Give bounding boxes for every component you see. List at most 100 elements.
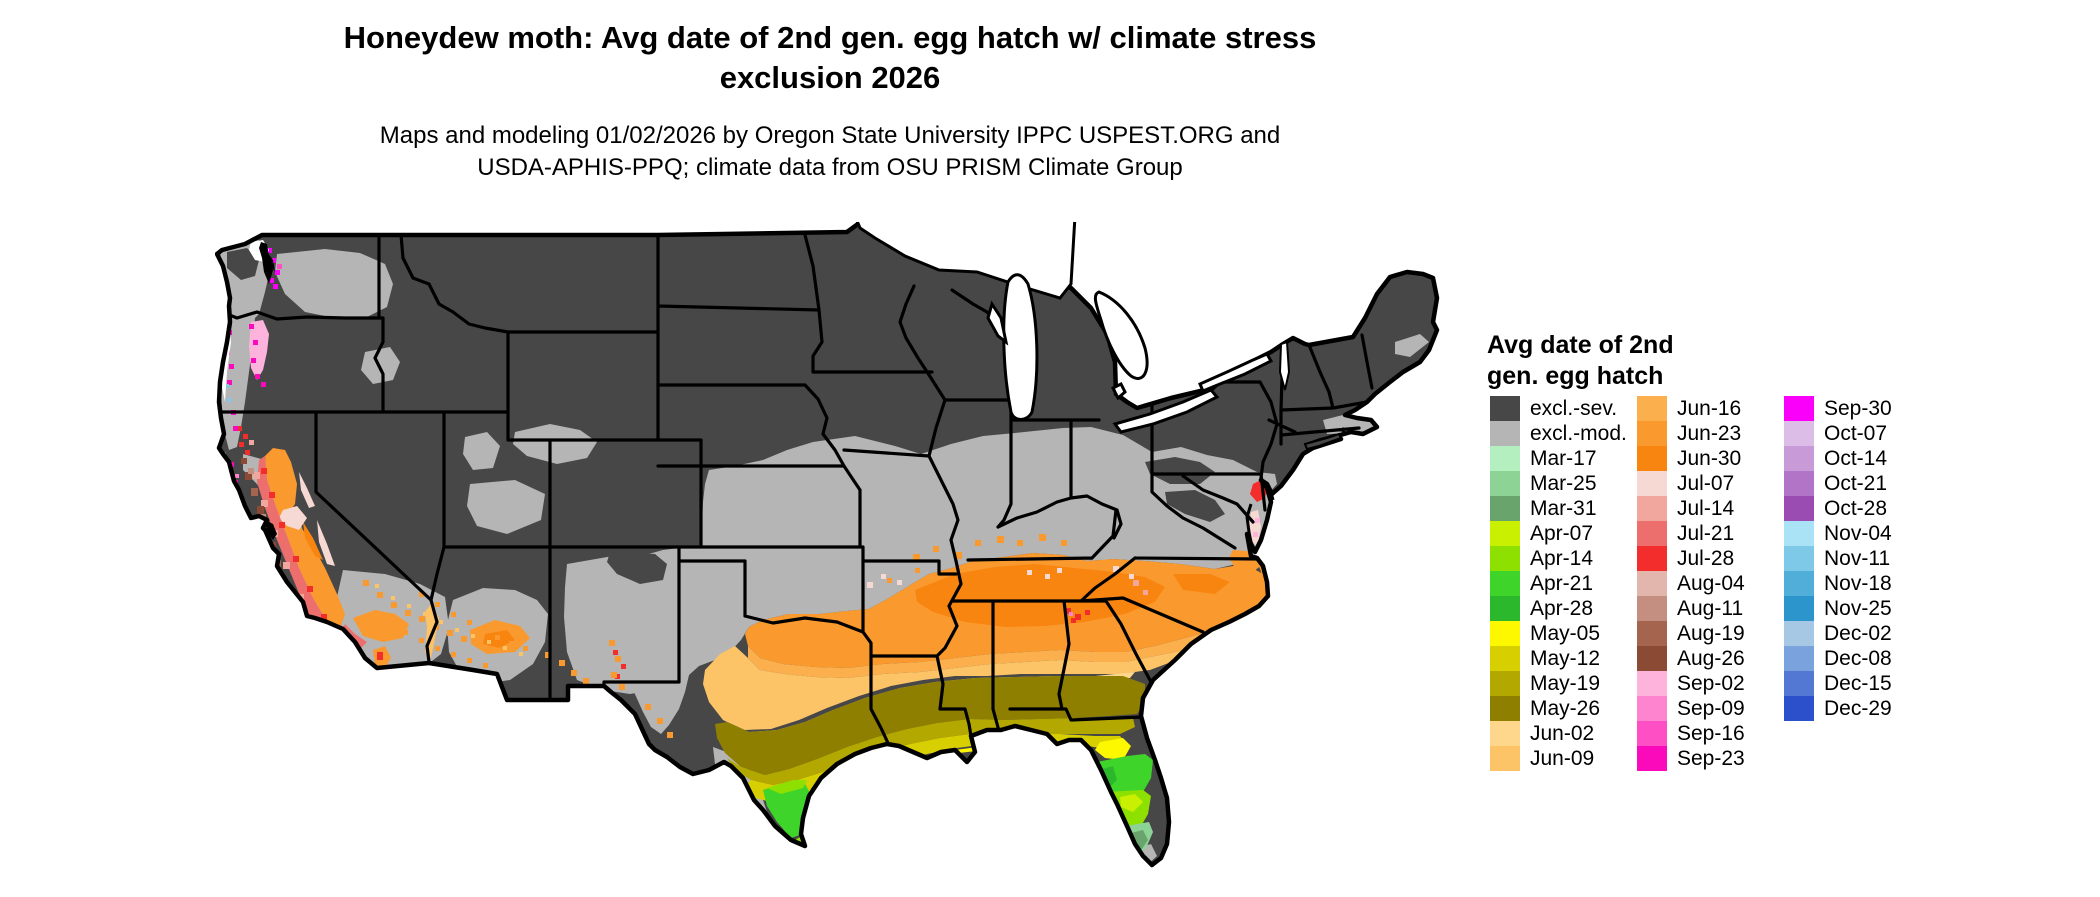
legend-item: Jul-21 [1637,521,1745,546]
legend-item: Oct-28 [1784,496,1892,521]
legend-item: Nov-25 [1784,596,1892,621]
legend-swatch [1784,546,1814,571]
zone-keys-mar17 [1110,866,1168,881]
legend-label: Mar-17 [1530,446,1597,470]
legend-item: Jun-23 [1637,421,1745,446]
lake-huron [1093,290,1149,380]
legend-label: Sep-23 [1677,746,1745,770]
legend-item: Aug-19 [1637,621,1745,646]
legend-label: Oct-07 [1824,421,1888,445]
legend-label: May-19 [1530,671,1601,695]
legend-swatch [1784,671,1814,696]
zone-ca-jun30 [303,522,515,648]
legend-item: excl.-sev. [1490,396,1627,421]
legend-label: May-12 [1530,646,1601,670]
legend-label: Aug-19 [1677,621,1745,645]
legend-item: Jun-02 [1490,721,1627,746]
legend-label: excl.-mod. [1530,421,1627,445]
us-map-svg [214,214,1440,881]
legend-label: Jul-07 [1677,471,1735,495]
lake-michigan [1002,273,1039,421]
legend-item: Nov-11 [1784,546,1892,571]
legend-label: Aug-11 [1677,596,1744,620]
zone-jun16-strip [748,618,1240,678]
legend-item: Dec-02 [1784,621,1892,646]
legend-item: Dec-29 [1784,696,1892,721]
legend-item: Mar-17 [1490,446,1627,471]
legend-swatch [1490,521,1520,546]
legend-swatch [1637,546,1667,571]
legend-label: Sep-09 [1677,696,1745,720]
legend-item: Sep-02 [1637,671,1745,696]
legend-label: Sep-30 [1824,396,1892,420]
legend-swatch [1637,421,1667,446]
legend-title-line1: Avg date of 2nd [1487,331,1674,359]
legend-item: Sep-16 [1637,721,1745,746]
legend-label: Apr-07 [1530,521,1594,545]
legend-swatch [1784,446,1814,471]
legend-label: Apr-14 [1530,546,1594,570]
legend-item: May-05 [1490,621,1627,646]
legend-item: Apr-14 [1490,546,1627,571]
green-bay [986,300,1009,346]
legend-label: Dec-02 [1824,621,1892,645]
legend-item: May-12 [1490,646,1627,671]
legend-item: Jul-28 [1637,546,1745,571]
legend-swatch [1784,646,1814,671]
zone-jun09-band [703,630,1237,730]
legend-item: Apr-07 [1490,521,1627,546]
water-details [259,242,1343,553]
legend-label: Sep-16 [1677,721,1745,745]
legend-label: Dec-29 [1824,696,1892,720]
legend-item: Jun-09 [1490,746,1627,771]
legend-swatch [1784,421,1814,446]
legend-swatch [1637,646,1667,671]
legend-item: Nov-18 [1784,571,1892,596]
legend-label: Jun-02 [1530,721,1595,745]
legend-item: Dec-08 [1784,646,1892,671]
legend-column-1: excl.-sev. excl.-mod. Mar-17 Mar-25 Mar-31 Ap… [1490,396,1627,771]
chart-title-line1: Honeydew moth: Avg date of 2nd gen. egg … [343,20,1317,55]
legend-label: excl.-sev. [1530,396,1618,420]
legend-label: Jul-14 [1677,496,1735,520]
legend-item: Sep-23 [1637,746,1745,771]
legend-item: Jun-16 [1637,396,1745,421]
legend-swatch [1784,521,1814,546]
lake-ontario [1198,352,1274,393]
legend-label: May-26 [1530,696,1601,720]
chart-title: Honeydew moth: Avg date of 2nd gen. egg … [0,18,1660,98]
legend-swatch [1490,396,1520,421]
legend-swatch [1490,671,1520,696]
legend-swatch [1490,496,1520,521]
legend-item: Aug-04 [1637,571,1745,596]
great-lakes [852,214,1291,434]
legend-title-line2: gen. egg hatch [1487,362,1664,390]
legend-item: May-19 [1490,671,1627,696]
legend-swatch [1490,596,1520,621]
legend-swatch [1784,471,1814,496]
legend-swatch [1490,446,1520,471]
legend-item: Jul-07 [1637,471,1745,496]
legend-column-3: Sep-30 Oct-07 Oct-14 Oct-21 Oct-28 Nov-04 Nov-… [1784,396,1892,721]
delaware-bay [1264,483,1275,501]
legend-swatch [1637,746,1667,771]
lake-champlain [1278,340,1291,391]
chart-subtitle-line1: Maps and modeling 01/02/2026 by Oregon S… [379,122,1281,149]
chart-subtitle-line2: USDA-APHIS-PPQ; climate data from OSU PR… [477,154,1183,181]
legend-swatch [1637,571,1667,596]
legend-columns: excl.-sev. excl.-mod. Mar-17 Mar-25 Mar-31 Ap… [1487,396,2087,796]
legend-swatch [1784,696,1814,721]
legend-swatch [1637,671,1667,696]
legend-item: Oct-07 [1784,421,1892,446]
legend-label: Dec-15 [1824,671,1892,695]
legend-item: Mar-25 [1490,471,1627,496]
legend-label: May-05 [1530,621,1601,645]
legend-label: Sep-02 [1677,671,1745,695]
legend-swatch [1490,746,1520,771]
legend-swatch [1637,471,1667,496]
legend-swatch [1490,471,1520,496]
legend-label: Nov-04 [1824,521,1892,545]
legend-swatch [1637,721,1667,746]
legend-item: Aug-11 [1637,596,1745,621]
